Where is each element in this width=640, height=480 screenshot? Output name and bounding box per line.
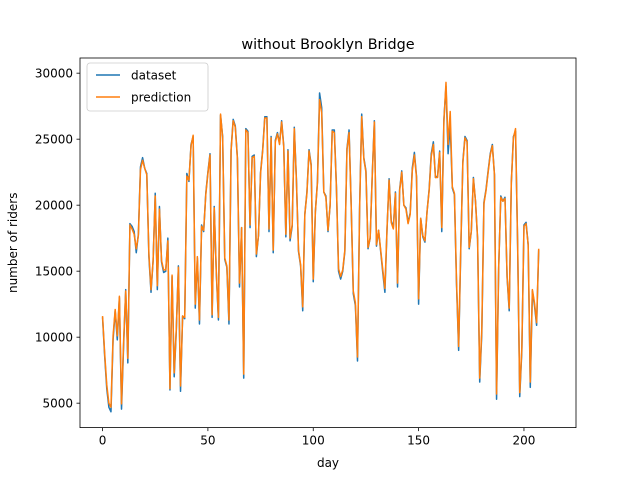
y-tick-label: 30000 xyxy=(35,66,73,80)
x-tick-label: 100 xyxy=(302,434,325,448)
y-axis-label: number of riders xyxy=(6,193,20,293)
plot-frame xyxy=(79,57,577,429)
y-tick-label: 5000 xyxy=(42,396,73,410)
x-tick-label: 50 xyxy=(200,434,215,448)
y-tick-label: 15000 xyxy=(35,264,73,278)
y-tick-label: 25000 xyxy=(35,132,73,146)
x-axis-label: day xyxy=(317,456,339,470)
y-tick-label: 10000 xyxy=(35,330,73,344)
chart-title: without Brooklyn Bridge xyxy=(241,37,414,53)
legend-label-dataset: dataset xyxy=(131,69,177,83)
series-line-prediction xyxy=(101,81,540,408)
y-axis: 5000 10000 15000 20000 25000 30000 xyxy=(35,66,80,410)
legend: dataset prediction xyxy=(86,62,209,112)
x-tick-label: 200 xyxy=(513,434,536,448)
x-tick-label: 0 xyxy=(99,434,107,448)
x-axis: 0 50 100 150 200 xyxy=(99,427,536,448)
y-tick-label: 20000 xyxy=(35,198,73,212)
x-tick-label: 150 xyxy=(407,434,430,448)
series-layer xyxy=(101,81,540,413)
legend-label-prediction: prediction xyxy=(131,91,191,105)
